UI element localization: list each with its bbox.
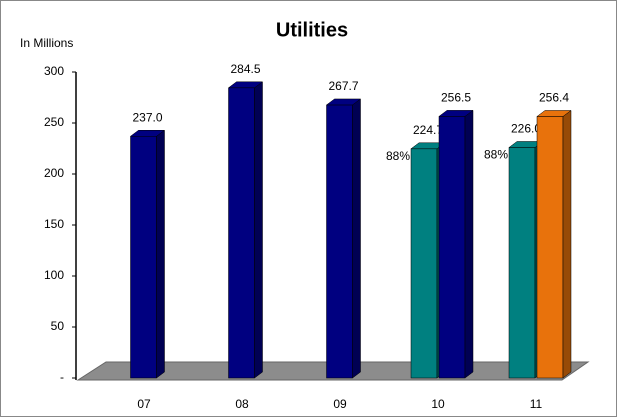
bar-front <box>228 87 255 379</box>
bar-top <box>536 110 572 117</box>
percent-label: 88% <box>484 148 508 162</box>
bar-top <box>438 110 474 117</box>
x-tick-label: 10 <box>431 397 445 411</box>
value-label: 267.7 <box>328 79 358 93</box>
value-label: 226.0 <box>511 122 541 136</box>
bar <box>438 109 474 379</box>
value-label: 256.4 <box>539 91 569 105</box>
value-label: 237.0 <box>132 110 162 124</box>
chart-title: Utilities <box>276 19 348 41</box>
y-tick-label: 250 <box>44 115 64 129</box>
y-axis-label: In Millions <box>20 36 73 50</box>
value-label: 284.5 <box>230 62 260 76</box>
bar-front <box>326 104 353 379</box>
bar-top <box>227 81 264 89</box>
bar-front <box>410 148 438 379</box>
value-label: 256.5 <box>441 91 471 105</box>
bar-side-shade <box>254 81 263 378</box>
y-tick-label: - <box>60 370 64 384</box>
bar <box>129 129 166 379</box>
bar-side-shade <box>156 130 165 378</box>
x-tick-label: 09 <box>333 397 347 411</box>
y-tick-label: 300 <box>44 64 64 78</box>
bar <box>227 81 264 379</box>
bar-front <box>536 116 564 379</box>
y-tick-label: 50 <box>51 319 65 333</box>
bar-side-shade <box>563 110 571 379</box>
y-tick-label: 200 <box>44 166 64 180</box>
bar <box>325 98 362 379</box>
x-tick-label: 11 <box>530 397 543 411</box>
bar-top <box>129 130 166 137</box>
bar-side-shade <box>465 110 473 379</box>
x-tick-label: 08 <box>235 397 249 411</box>
bar <box>536 109 572 379</box>
bar-front <box>438 116 466 379</box>
percent-label: 88% <box>386 149 410 163</box>
bar-side-shade <box>352 98 361 379</box>
y-tick-label: 100 <box>44 268 64 282</box>
bar-top <box>325 98 362 106</box>
bar-front <box>130 136 157 379</box>
x-tick-label: 07 <box>137 397 151 411</box>
y-tick-label: 150 <box>44 217 64 231</box>
bar-front <box>508 147 536 379</box>
value-label: 224.7 <box>413 123 443 137</box>
